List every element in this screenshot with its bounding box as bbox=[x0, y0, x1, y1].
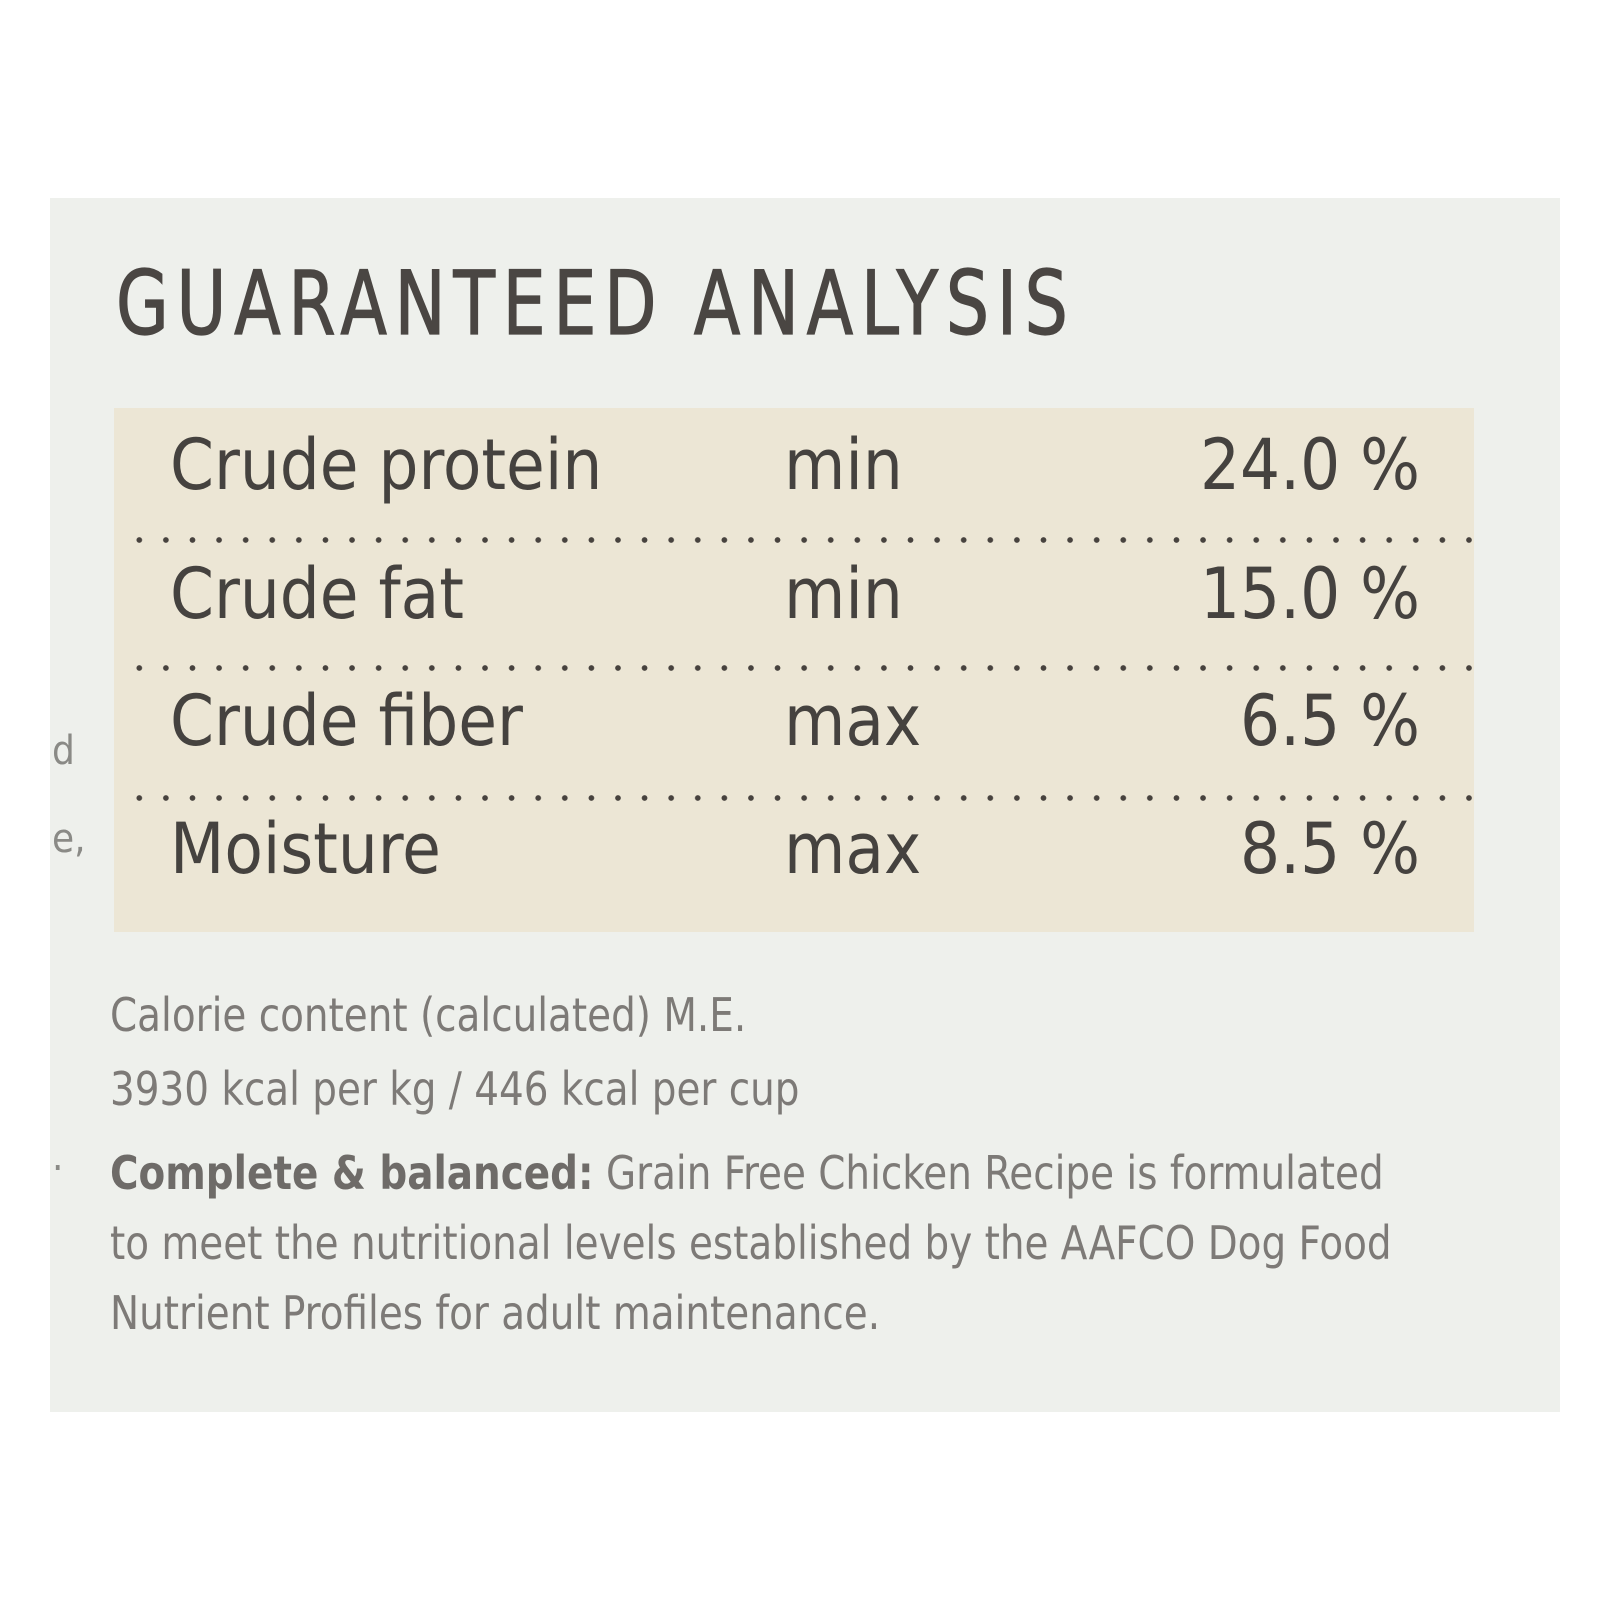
table-row: Crude fiber max 6.5 % bbox=[114, 664, 1474, 784]
cropped-text-fragment: e, bbox=[52, 816, 86, 862]
nutrient-qualifier: min bbox=[784, 424, 903, 506]
nutrient-qualifier: max bbox=[784, 680, 922, 762]
nutrient-value: 6.5 % bbox=[1240, 680, 1420, 762]
nutrient-name: Crude fiber bbox=[170, 680, 523, 762]
dotted-divider bbox=[126, 536, 1474, 544]
nutrient-name: Crude fat bbox=[170, 553, 464, 635]
calorie-values: 3930 kcal per kg / 446 kcal per cup bbox=[110, 1062, 800, 1116]
cropped-text-fragment: . bbox=[52, 1134, 64, 1180]
nutritional-adequacy-statement: Complete & balanced: Grain Free Chicken … bbox=[110, 1138, 1407, 1348]
nutrient-name: Crude protein bbox=[170, 424, 603, 506]
calorie-label: Calorie content (calculated) M.E. bbox=[110, 988, 747, 1042]
label-panel: d e, . GUARANTEED ANALYSIS Crude protein… bbox=[50, 198, 1560, 1412]
nutrient-qualifier: max bbox=[784, 808, 922, 890]
nutrient-value: 15.0 % bbox=[1199, 553, 1420, 635]
dotted-divider bbox=[126, 664, 1474, 672]
nutrient-value: 8.5 % bbox=[1240, 808, 1420, 890]
statement-lead: Complete & balanced: bbox=[110, 1146, 594, 1200]
calorie-content: Calorie content (calculated) M.E. 3930 k… bbox=[110, 978, 800, 1126]
cropped-text-fragment: d bbox=[52, 728, 75, 774]
statement-body: Grain Free Chicken Recipe is formulated … bbox=[110, 1146, 1392, 1340]
dotted-divider bbox=[126, 794, 1474, 802]
nutrient-name: Moisture bbox=[170, 808, 441, 890]
table-row: Crude protein min 24.0 % bbox=[114, 408, 1474, 528]
table-row: Crude fat min 15.0 % bbox=[114, 537, 1474, 657]
table-row: Moisture max 8.5 % bbox=[114, 792, 1474, 912]
section-title: GUARANTEED ANALYSIS bbox=[115, 252, 1076, 355]
guaranteed-analysis-table: Crude protein min 24.0 % Crude fat min 1… bbox=[114, 408, 1474, 932]
nutrient-qualifier: min bbox=[784, 553, 903, 635]
nutrient-value: 24.0 % bbox=[1199, 424, 1420, 506]
